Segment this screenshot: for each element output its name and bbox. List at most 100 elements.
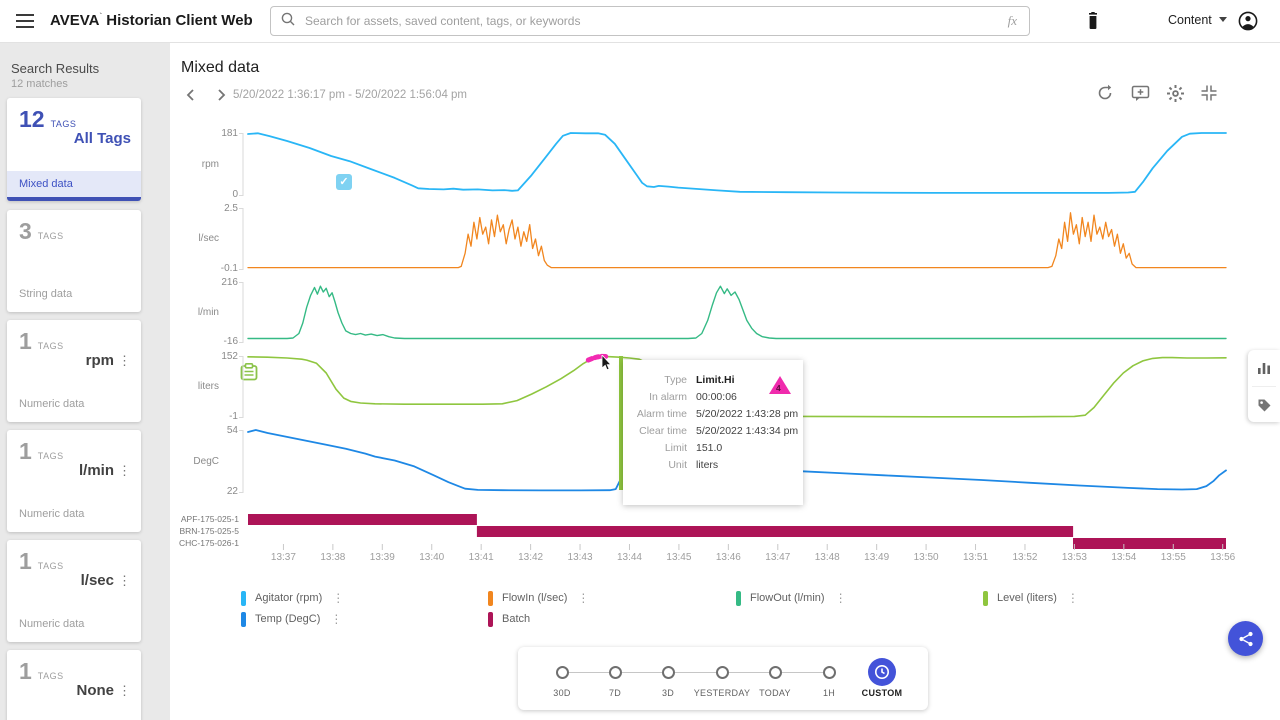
divider — [1252, 386, 1276, 387]
search-input[interactable] — [303, 13, 996, 29]
tags-label: TAGS — [37, 231, 64, 241]
tag-group-card-rpm[interactable]: 1 TAGS rpm ⋮ Numeric data — [7, 320, 141, 422]
kebab-menu-icon[interactable]: ⋮ — [577, 591, 590, 605]
x-axis-tick-label: 13:49 — [864, 552, 890, 563]
search-icon — [281, 12, 295, 31]
selected-content-item[interactable]: Mixed data — [7, 171, 141, 197]
right-tool-panel — [1248, 350, 1280, 422]
chevron-left-icon[interactable] — [183, 87, 199, 103]
radio-circle[interactable] — [555, 665, 569, 679]
series-Level — [247, 355, 1227, 418]
legend-swatch — [983, 590, 988, 606]
x-axis-tick-label: 13:39 — [369, 552, 395, 563]
radio-circle[interactable] — [661, 665, 675, 679]
tag-panel-icon[interactable] — [1248, 387, 1280, 423]
date-range-label: 5/20/2022 1:36:17 pm - 5/20/2022 1:56:04… — [233, 89, 468, 101]
card-footer: Numeric data — [19, 618, 85, 630]
alarm-tooltip: Type Limit.Hi In alarm 00:00:06 Alarm time… — [623, 360, 803, 505]
time-option-7d[interactable]: 7D — [575, 647, 655, 707]
card-title: rpm — [85, 352, 114, 369]
radio-circle[interactable] — [608, 665, 622, 679]
refresh-icon[interactable] — [1096, 84, 1116, 104]
timebar-connector — [562, 671, 829, 673]
batch-row-label: CHC-175-026-1 — [179, 538, 239, 548]
trend-chart[interactable] — [0, 118, 1240, 554]
legend-item-flowout[interactable]: FlowOut (l/min) ⋮ — [736, 590, 847, 606]
expression-fx-icon[interactable]: fx — [1007, 13, 1017, 28]
legend-item-batch[interactable]: Batch⋮ — [488, 611, 530, 627]
time-option-yesterday[interactable]: YESTERDAY — [682, 647, 762, 707]
time-option-30d[interactable]: 30D — [522, 647, 602, 707]
radio-circle[interactable] — [768, 665, 782, 679]
chevron-right-icon[interactable] — [213, 87, 229, 103]
y-axis-min-label: 22 — [226, 486, 238, 497]
time-range-selector: 30D 7D 3D YESTERDAY TODAY 1H CUSTOM — [518, 647, 928, 710]
tag-count: 12 — [19, 106, 45, 132]
x-axis-tick-label: 13:44 — [616, 552, 642, 563]
collapse-icon[interactable] — [1200, 84, 1220, 104]
clock-icon[interactable] — [868, 658, 896, 686]
kebab-menu-icon[interactable]: ⋮ — [330, 612, 343, 626]
legend-swatch — [736, 590, 741, 606]
card-title: l/sec — [80, 572, 114, 589]
add-annotation-icon[interactable] — [1131, 84, 1151, 104]
tags-label: TAGS — [37, 671, 64, 681]
tag-group-card-string-data[interactable]: 3 TAGS String data — [7, 210, 141, 312]
kebab-menu-icon[interactable]: ⋮ — [118, 462, 131, 478]
tooltip-value: 5/20/2022 1:43:28 pm — [696, 408, 799, 420]
annotation-clipboard-icon[interactable] — [240, 363, 258, 381]
tag-group-card-lsec[interactable]: 1 TAGS l/sec ⋮ Numeric data — [7, 540, 141, 642]
match-count: 12 matches — [11, 78, 68, 90]
selection-accent-bar — [7, 197, 141, 201]
kebab-menu-icon[interactable]: ⋮ — [1066, 591, 1079, 605]
batch-bar — [476, 526, 1074, 537]
legend-item-temp[interactable]: Temp (DegC) ⋮ — [241, 611, 342, 627]
series-FlowIn — [247, 212, 1227, 269]
kebab-menu-icon[interactable]: ⋮ — [332, 591, 345, 605]
content-dropdown[interactable]: Content — [1168, 13, 1227, 27]
radio-circle[interactable] — [822, 665, 836, 679]
legend-item-agitator[interactable]: Agitator (rpm) ⋮ — [241, 590, 344, 606]
x-axis-tick-label: 13:42 — [518, 552, 544, 563]
time-option-3d[interactable]: 3D — [628, 647, 708, 707]
tooltip-label: In alarm — [649, 391, 687, 403]
account-icon[interactable] — [1238, 11, 1258, 31]
time-option-1h[interactable]: 1H — [789, 647, 869, 707]
settings-gear-icon[interactable] — [1166, 84, 1186, 104]
tooltip-label: Clear time — [639, 425, 687, 437]
x-axis-tick-label: 13:38 — [320, 552, 346, 563]
share-button[interactable] — [1228, 621, 1263, 656]
series-Agitator — [247, 132, 1227, 194]
trash-icon[interactable] — [1084, 11, 1104, 31]
annotation-check-icon[interactable]: ✓ — [336, 174, 352, 190]
kebab-menu-icon[interactable]: ⋮ — [118, 352, 131, 368]
legend-item-level[interactable]: Level (liters) ⋮ — [983, 590, 1079, 606]
time-option-custom[interactable]: CUSTOM — [842, 647, 922, 707]
legend-swatch — [241, 611, 246, 627]
legend-swatch — [488, 590, 493, 606]
x-axis-tick-label: 13:54 — [1111, 552, 1137, 563]
y-axis-max-label: 54 — [226, 425, 238, 436]
tag-group-card-all-tags[interactable]: 12 TAGS All Tags Mixed data — [7, 98, 141, 201]
kebab-menu-icon[interactable]: ⋮ — [118, 682, 131, 698]
kebab-menu-icon[interactable]: ⋮ — [834, 591, 847, 605]
tag-group-card-none[interactable]: 1 TAGS None ⋮ — [7, 650, 141, 720]
radio-circle[interactable] — [715, 665, 729, 679]
x-axis-tick-label: 13:40 — [419, 552, 445, 563]
kebab-menu-icon[interactable]: ⋮ — [118, 572, 131, 588]
y-axis-min-label: -0.1 — [220, 263, 238, 274]
card-title: All Tags — [73, 130, 131, 147]
card-footer: Numeric data — [19, 508, 85, 520]
hamburger-menu-icon[interactable] — [16, 14, 34, 28]
chart-panel-icon[interactable] — [1248, 350, 1280, 386]
tag-group-card-lmin[interactable]: 1 TAGS l/min ⋮ Numeric data — [7, 430, 141, 532]
y-axis-max-label: 181 — [221, 128, 238, 139]
top-app-bar: AVEVA` Historian Client Web fx Content — [0, 0, 1280, 43]
legend-item-flowin[interactable]: FlowIn (l/sec) ⋮ — [488, 590, 589, 606]
tags-label: TAGS — [37, 561, 64, 571]
search-results-header: Search Results — [11, 61, 100, 76]
x-axis-tick-label: 13:53 — [1061, 552, 1087, 563]
legend-swatch — [241, 590, 246, 606]
time-option-today[interactable]: TODAY — [735, 647, 815, 707]
y-axis-max-label: 152 — [221, 351, 238, 362]
